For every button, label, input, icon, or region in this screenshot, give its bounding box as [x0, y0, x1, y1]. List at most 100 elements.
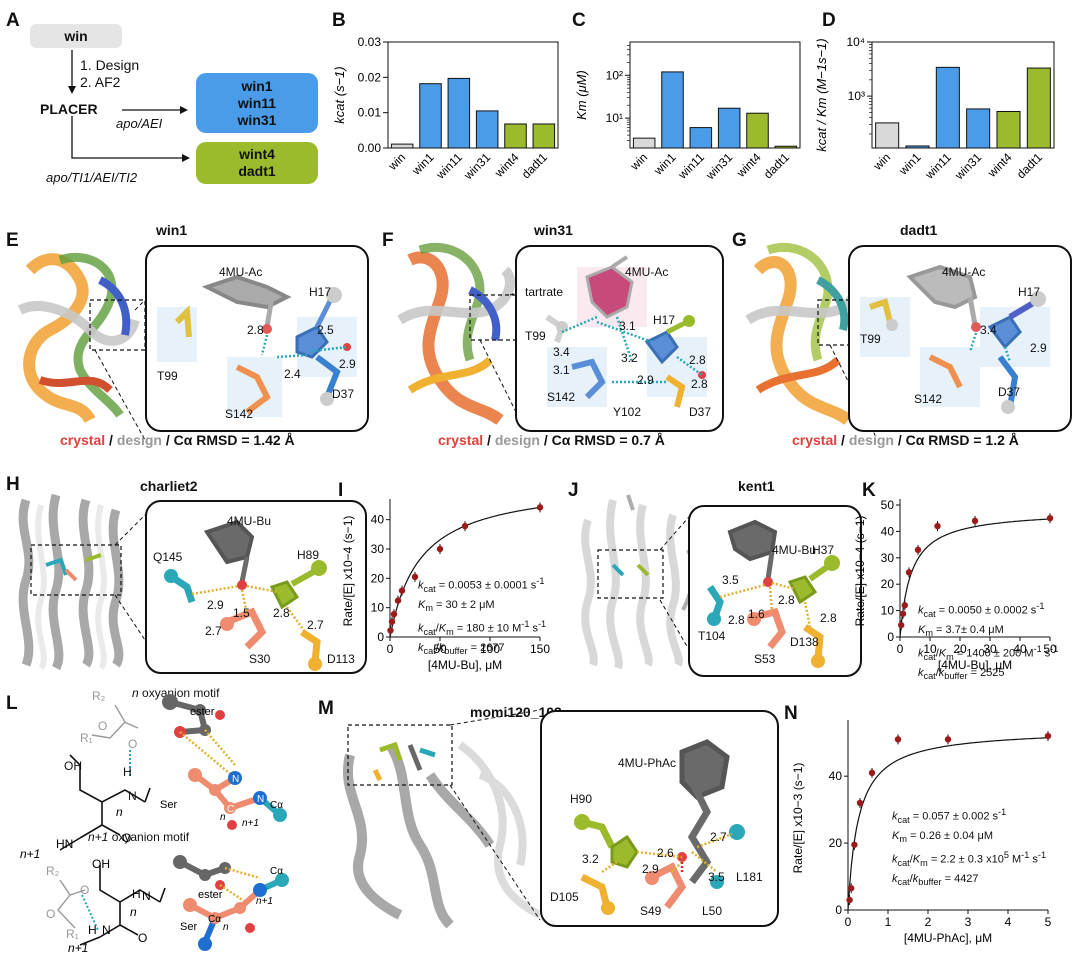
- active-site-box-f: 4MU-Ac tartrate H17 T99 S142 Y102 D37 3.…: [515, 245, 724, 432]
- x-tick-label: 0: [845, 915, 852, 929]
- panel-label-a: A: [6, 10, 20, 31]
- data-point: [898, 621, 905, 629]
- residue-label: S30: [249, 652, 271, 666]
- step-1: 1. Design: [80, 57, 140, 73]
- svg-text:O: O: [138, 931, 147, 945]
- residue-label: H17: [653, 313, 676, 327]
- kinetic-params-n: kcat = 0.057 ± 0.002 s-1 Km = 0.26 ± 0.0…: [892, 804, 1046, 890]
- x-tick-label: dadt1: [519, 150, 550, 181]
- svg-text:H: H: [88, 923, 97, 937]
- svg-text:O: O: [122, 831, 131, 845]
- residue-label: L181: [736, 870, 763, 884]
- residue-label: S142: [547, 390, 576, 404]
- bar: [689, 127, 713, 149]
- data-point: [436, 545, 444, 553]
- bar: [717, 107, 741, 149]
- y-axis-label: Rate/[E] x10−3 (s−1): [791, 763, 805, 874]
- km-row: Km = 30 ± 2 μM: [418, 598, 495, 614]
- bar: [905, 145, 930, 149]
- x-tick-label: win1: [409, 150, 437, 178]
- zoom-lines-h: [114, 504, 156, 656]
- route1-label: apo/AEI: [116, 116, 163, 131]
- tartrate-label: tartrate: [525, 285, 564, 299]
- svg-text:Cα: Cα: [202, 794, 215, 805]
- km-row: Km = 3.7± 0.4 μM: [918, 623, 1004, 639]
- bar: [996, 110, 1021, 149]
- protein-cartoon-j: [581, 494, 696, 670]
- y-tick-label: 0.00: [358, 141, 382, 155]
- panel-m-title: momi120_103: [470, 704, 562, 720]
- data-point: [1044, 732, 1052, 740]
- rmsd-word: Cα RMSD =: [905, 432, 982, 448]
- x-axis-label: [4MU-Bu], μM: [938, 658, 1012, 672]
- rmsd-word: Cα RMSD =: [173, 432, 250, 448]
- zoom-lines-m: [449, 709, 541, 921]
- distance-label: 2.7: [205, 624, 222, 638]
- ligand-label: 4MU-Bu: [772, 543, 817, 557]
- svg-text:OH: OH: [92, 857, 110, 871]
- km-value: = 3.7± 0.4 μM: [936, 623, 1004, 636]
- svg-text:HN: HN: [56, 837, 73, 851]
- start-label: win: [64, 28, 88, 44]
- x-axis-label: [4MU-PhAc], μM: [904, 931, 992, 945]
- kcatkm-value: = 2.2 ± 0.3 x10: [930, 853, 1004, 866]
- rmsd-caption-f: crystal / design / Cα RMSD = 0.7 Å: [438, 432, 665, 448]
- data-point: [390, 610, 398, 618]
- distance-label: 3.5: [722, 573, 739, 587]
- y-tick-label: 10: [881, 604, 895, 618]
- svg-text:n: n: [130, 905, 137, 919]
- kbuf-value: = 2677: [470, 641, 505, 654]
- x-tick-label: 3: [965, 915, 972, 929]
- x-tick-label: win: [627, 150, 650, 173]
- y-tick-label: 20: [881, 577, 895, 591]
- y-tick-label: 0.03: [358, 35, 382, 49]
- x-tick-label: win11: [922, 150, 954, 182]
- fit-curve: [899, 518, 1051, 638]
- x-tick-label: 30: [983, 642, 997, 656]
- motif1-title: n oxyanion motif: [132, 686, 219, 700]
- svg-text:N: N: [257, 794, 264, 805]
- panel-h-title: charliet2: [140, 478, 198, 494]
- bar: [966, 108, 991, 149]
- panel-label-j: J: [568, 480, 579, 501]
- y-tick-label: 10⁴: [846, 35, 865, 49]
- panel-label-b: B: [332, 10, 346, 31]
- motif2-text: oxyanion motif: [111, 830, 190, 844]
- group1-item: win11: [237, 94, 277, 111]
- plot-frame: [629, 41, 801, 149]
- svg-text:n: n: [223, 922, 229, 933]
- distance-label: 2.9: [1030, 341, 1047, 355]
- distance-label: 1.6: [748, 607, 765, 621]
- data-point: [971, 517, 979, 525]
- panel-a-arrows: [68, 50, 190, 162]
- panel-label-l: L: [6, 693, 18, 714]
- protein-cartoon-f: [397, 242, 521, 425]
- y-tick-label: 20: [371, 571, 385, 585]
- panel-f-title: win31: [534, 222, 573, 238]
- route2-label: apo/TI1/AEI/TI2: [46, 170, 138, 185]
- km-value: = 0.26 ± 0.04 μM: [910, 829, 994, 842]
- data-point: [1046, 515, 1054, 522]
- x-tick-label: 10: [923, 642, 937, 656]
- svg-text:R₁: R₁: [80, 731, 93, 745]
- x-tick-label: 100: [480, 642, 500, 656]
- data-point: [387, 627, 394, 634]
- data-point: [905, 569, 913, 576]
- x-tick-label: wint4: [733, 150, 764, 181]
- residue-label: H89: [297, 548, 320, 562]
- y-tick-label: 0.02: [358, 70, 382, 84]
- distance-label: 3.2: [582, 852, 599, 866]
- bar: [475, 110, 499, 149]
- kcatkm-value: = 180 ± 10 M: [456, 622, 522, 635]
- y-tick-label: 10²: [606, 68, 623, 82]
- panel-g-title: dadt1: [900, 222, 938, 238]
- svg-text:n: n: [220, 812, 226, 823]
- svg-text:R₂: R₂: [92, 690, 106, 703]
- active-site-box-j: 4MU-Bu H37 T104 S53 D138 3.5 2.8 2.8 1.6…: [688, 505, 862, 677]
- rmsd-value: 0.7 Å: [631, 432, 665, 448]
- x-tick-label: 0: [897, 642, 904, 656]
- svg-text:H: H: [123, 765, 132, 779]
- data-point: [944, 736, 952, 743]
- x-axis-label: [4MU-Bu], μM: [428, 658, 502, 672]
- rmsd-value: 1.42 Å: [253, 432, 295, 448]
